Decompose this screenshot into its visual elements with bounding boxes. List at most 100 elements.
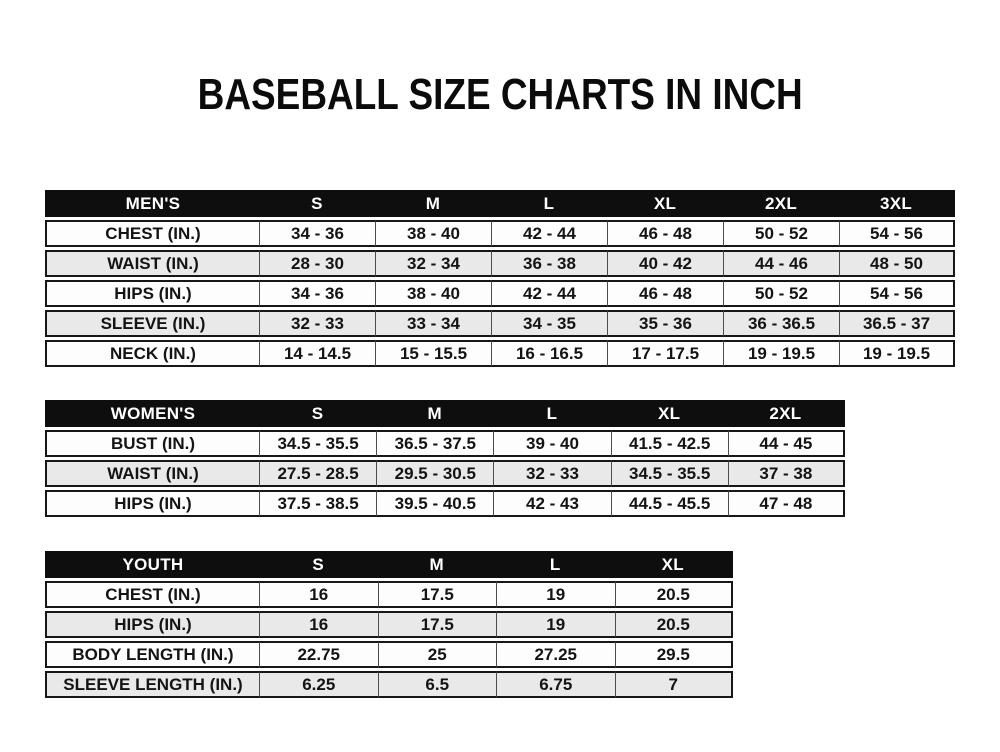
size-value-cell: 42 - 43 bbox=[493, 490, 611, 517]
table-row: CHEST (IN.) 16 17.5 19 20.5 bbox=[45, 581, 733, 608]
size-value-cell: 29.5 - 30.5 bbox=[376, 460, 494, 487]
row-label: WAIST (IN.) bbox=[45, 250, 259, 277]
table-row: HIPS (IN.) 34 - 36 38 - 40 42 - 44 46 - 48 50… bbox=[45, 280, 955, 307]
size-value-cell: 20.5 bbox=[614, 611, 733, 638]
youth-size-header-m: M bbox=[377, 551, 496, 578]
page-title-text: BASEBALL SIZE CHARTS IN INCH bbox=[197, 70, 803, 119]
size-value-cell: 37 - 38 bbox=[727, 460, 845, 487]
row-label: HIPS (IN.) bbox=[45, 611, 259, 638]
size-value-cell: 16 bbox=[259, 581, 378, 608]
mens-header-label: MEN'S bbox=[45, 190, 259, 217]
row-label: BODY LENGTH (IN.) bbox=[45, 641, 259, 668]
mens-size-header-xl: XL bbox=[607, 190, 723, 217]
size-value-cell: 42 - 44 bbox=[491, 220, 607, 247]
size-value-cell: 37.5 - 38.5 bbox=[259, 490, 377, 517]
size-value-cell: 38 - 40 bbox=[375, 220, 491, 247]
row-label: SLEEVE (IN.) bbox=[45, 310, 259, 337]
table-row: WAIST (IN.) 28 - 30 32 - 34 36 - 38 40 - 42 4… bbox=[45, 250, 955, 277]
mens-size-table: MEN'S S M L XL 2XL 3XL CHEST (IN.) 34 - 36 38 - 4… bbox=[45, 187, 955, 370]
row-label: HIPS (IN.) bbox=[45, 280, 259, 307]
youth-size-header-s: S bbox=[259, 551, 378, 578]
size-value-cell: 19 bbox=[496, 581, 615, 608]
mens-header-row: MEN'S S M L XL 2XL 3XL bbox=[45, 190, 955, 217]
size-value-cell: 6.5 bbox=[377, 671, 496, 698]
size-value-cell: 39.5 - 40.5 bbox=[376, 490, 494, 517]
size-value-cell: 36 - 36.5 bbox=[723, 310, 839, 337]
youth-header-row: YOUTH S M L XL bbox=[45, 551, 733, 578]
size-value-cell: 6.25 bbox=[259, 671, 378, 698]
table-row: HIPS (IN.) 16 17.5 19 20.5 bbox=[45, 611, 733, 638]
size-value-cell: 40 - 42 bbox=[607, 250, 723, 277]
size-value-cell: 36.5 - 37.5 bbox=[376, 430, 494, 457]
size-value-cell: 34.5 - 35.5 bbox=[259, 430, 377, 457]
table-row: WAIST (IN.) 27.5 - 28.5 29.5 - 30.5 32 - 33… bbox=[45, 460, 845, 487]
size-value-cell: 20.5 bbox=[614, 581, 733, 608]
size-value-cell: 36.5 - 37 bbox=[839, 310, 955, 337]
table-row: BODY LENGTH (IN.) 22.75 25 27.25 29.5 bbox=[45, 641, 733, 668]
size-value-cell: 44.5 - 45.5 bbox=[610, 490, 728, 517]
table-row: SLEEVE (IN.) 32 - 33 33 - 34 34 - 35 35 - 36… bbox=[45, 310, 955, 337]
size-value-cell: 46 - 48 bbox=[607, 220, 723, 247]
size-value-cell: 32 - 34 bbox=[375, 250, 491, 277]
table-row: NECK (IN.) 14 - 14.5 15 - 15.5 16 - 16.5 17 … bbox=[45, 340, 955, 367]
mens-size-header-2xl: 2XL bbox=[723, 190, 839, 217]
size-value-cell: 44 - 46 bbox=[723, 250, 839, 277]
mens-size-header-s: S bbox=[259, 190, 375, 217]
size-value-cell: 41.5 - 42.5 bbox=[610, 430, 728, 457]
table-row: BUST (IN.) 34.5 - 35.5 36.5 - 37.5 39 - 40 4… bbox=[45, 430, 845, 457]
youth-header-label: YOUTH bbox=[45, 551, 259, 578]
row-label: NECK (IN.) bbox=[45, 340, 259, 367]
size-value-cell: 19 - 19.5 bbox=[839, 340, 955, 367]
size-value-cell: 17.5 bbox=[377, 581, 496, 608]
womens-size-header-m: M bbox=[376, 400, 494, 427]
youth-size-header-l: L bbox=[496, 551, 615, 578]
size-value-cell: 34.5 - 35.5 bbox=[610, 460, 728, 487]
size-value-cell: 38 - 40 bbox=[375, 280, 491, 307]
womens-size-header-l: L bbox=[493, 400, 611, 427]
size-value-cell: 16 - 16.5 bbox=[491, 340, 607, 367]
mens-size-header-3xl: 3XL bbox=[839, 190, 955, 217]
row-label: WAIST (IN.) bbox=[45, 460, 259, 487]
size-value-cell: 34 - 36 bbox=[259, 220, 375, 247]
youth-size-header-xl: XL bbox=[614, 551, 733, 578]
size-value-cell: 33 - 34 bbox=[375, 310, 491, 337]
table-row: CHEST (IN.) 34 - 36 38 - 40 42 - 44 46 - 48 5… bbox=[45, 220, 955, 247]
size-value-cell: 16 bbox=[259, 611, 378, 638]
size-value-cell: 27.25 bbox=[496, 641, 615, 668]
size-value-cell: 19 bbox=[496, 611, 615, 638]
womens-size-header-xl: XL bbox=[610, 400, 728, 427]
size-value-cell: 39 - 40 bbox=[493, 430, 611, 457]
size-value-cell: 27.5 - 28.5 bbox=[259, 460, 377, 487]
size-value-cell: 48 - 50 bbox=[839, 250, 955, 277]
size-value-cell: 50 - 52 bbox=[723, 220, 839, 247]
size-value-cell: 46 - 48 bbox=[607, 280, 723, 307]
size-value-cell: 14 - 14.5 bbox=[259, 340, 375, 367]
size-value-cell: 50 - 52 bbox=[723, 280, 839, 307]
size-value-cell: 54 - 56 bbox=[839, 220, 955, 247]
size-value-cell: 47 - 48 bbox=[727, 490, 845, 517]
row-label: CHEST (IN.) bbox=[45, 220, 259, 247]
womens-size-header-2xl: 2XL bbox=[727, 400, 845, 427]
size-value-cell: 17 - 17.5 bbox=[607, 340, 723, 367]
womens-size-header-s: S bbox=[259, 400, 377, 427]
size-value-cell: 42 - 44 bbox=[491, 280, 607, 307]
size-value-cell: 7 bbox=[614, 671, 733, 698]
size-value-cell: 28 - 30 bbox=[259, 250, 375, 277]
size-value-cell: 6.75 bbox=[496, 671, 615, 698]
row-label: CHEST (IN.) bbox=[45, 581, 259, 608]
row-label: BUST (IN.) bbox=[45, 430, 259, 457]
size-value-cell: 17.5 bbox=[377, 611, 496, 638]
size-value-cell: 36 - 38 bbox=[491, 250, 607, 277]
size-value-cell: 35 - 36 bbox=[607, 310, 723, 337]
size-value-cell: 22.75 bbox=[259, 641, 378, 668]
size-value-cell: 32 - 33 bbox=[259, 310, 375, 337]
row-label: SLEEVE LENGTH (IN.) bbox=[45, 671, 259, 698]
table-row: SLEEVE LENGTH (IN.) 6.25 6.5 6.75 7 bbox=[45, 671, 733, 698]
size-value-cell: 25 bbox=[377, 641, 496, 668]
mens-size-header-l: L bbox=[491, 190, 607, 217]
size-value-cell: 34 - 36 bbox=[259, 280, 375, 307]
row-label: HIPS (IN.) bbox=[45, 490, 259, 517]
size-value-cell: 29.5 bbox=[614, 641, 733, 668]
table-row: HIPS (IN.) 37.5 - 38.5 39.5 - 40.5 42 - 43 4… bbox=[45, 490, 845, 517]
womens-header-row: WOMEN'S S M L XL 2XL bbox=[45, 400, 845, 427]
